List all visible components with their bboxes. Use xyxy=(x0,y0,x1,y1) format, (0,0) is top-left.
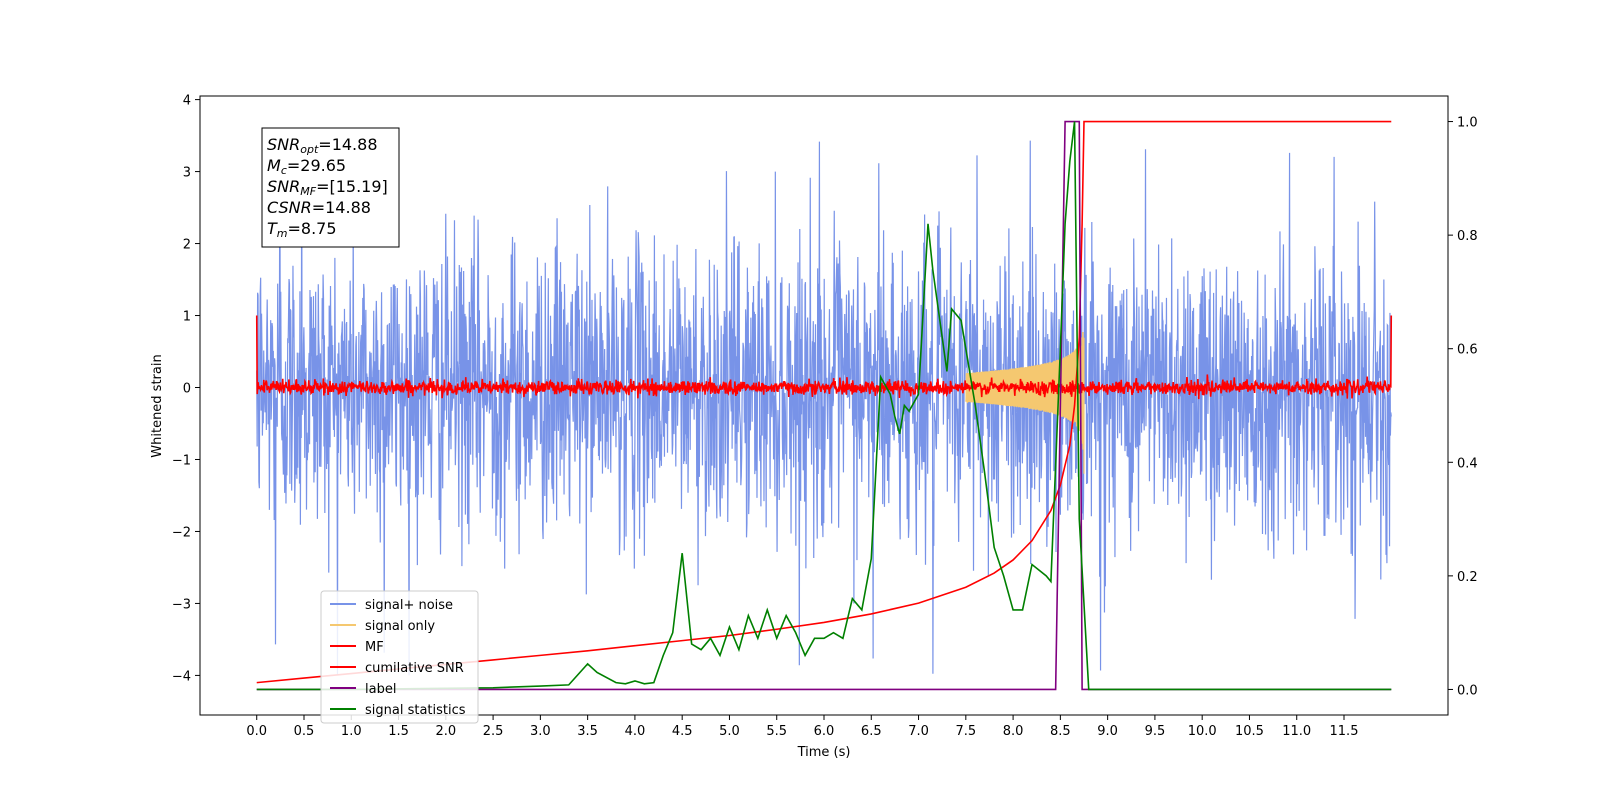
annotation-line: SNRopt=14.88 xyxy=(267,135,378,156)
y-tick-label: 3 xyxy=(183,166,191,181)
legend-item: MF xyxy=(330,640,384,655)
y-tick-label: −4 xyxy=(172,669,191,684)
annotation-line: CSNR=14.88 xyxy=(267,198,371,217)
x-tick-label: 3.5 xyxy=(577,724,598,739)
legend-label: MF xyxy=(365,640,384,655)
legend-item: signal only xyxy=(330,619,435,634)
y2-tick-label: 1.0 xyxy=(1457,116,1478,131)
y2-tick-label: 0.2 xyxy=(1457,570,1478,585)
annotation-line: SNRMF=[15.19] xyxy=(267,177,388,198)
x-tick-label: 5.0 xyxy=(719,724,740,739)
y-tick-label: 4 xyxy=(183,94,191,109)
y-tick-label: −2 xyxy=(172,525,191,540)
x-tick-label: 2.0 xyxy=(435,724,456,739)
x-tick-label: 9.0 xyxy=(1097,724,1118,739)
y-tick-label: −1 xyxy=(172,453,191,468)
legend-label: label xyxy=(365,682,396,697)
x-tick-label: 6.5 xyxy=(861,724,882,739)
legend-label: cumilative SNR xyxy=(365,661,464,676)
legend-label: signal statistics xyxy=(365,703,466,718)
annotation-line: Mc=29.65 xyxy=(267,156,346,177)
x-tick-label: 6.0 xyxy=(814,724,835,739)
x-tick-label: 7.5 xyxy=(955,724,976,739)
annotation-box: SNRopt=14.88Mc=29.65SNRMF=[15.19]CSNR=14… xyxy=(261,127,400,248)
y-tick-label: 2 xyxy=(183,238,191,253)
series-2-line xyxy=(255,315,1393,400)
annotation-line: Tm=8.75 xyxy=(267,219,337,240)
x-tick-label: 4.5 xyxy=(672,724,693,739)
x-axis-label: Time (s) xyxy=(797,745,851,760)
y2-tick-label: 0.6 xyxy=(1457,343,1478,358)
x-tick-label: 8.0 xyxy=(1003,724,1024,739)
x-tick-label: 0.5 xyxy=(294,724,315,739)
x-tick-label: 1.5 xyxy=(388,724,409,739)
x-tick-label: 1.0 xyxy=(341,724,362,739)
legend-frame xyxy=(320,590,479,724)
legend-item: signal statistics xyxy=(330,703,466,718)
x-tick-label: 11.5 xyxy=(1330,724,1359,739)
x-tick-label: 10.5 xyxy=(1235,724,1264,739)
series-0-line xyxy=(256,128,1392,676)
y2-tick-label: 0.8 xyxy=(1457,229,1478,244)
x-tick-label: 3.0 xyxy=(530,724,551,739)
annotation-frame xyxy=(261,127,400,248)
y-tick-label: 1 xyxy=(183,310,191,325)
legend-item: label xyxy=(330,682,396,697)
legend-label: signal+ noise xyxy=(365,598,453,613)
x-tick-label: 2.5 xyxy=(483,724,504,739)
x-tick-label: 9.5 xyxy=(1145,724,1166,739)
x-tick-label: 8.5 xyxy=(1050,724,1071,739)
legend: signal+ noise signal only MF cumilative SNR… xyxy=(320,590,479,724)
series-5-line xyxy=(256,121,1392,691)
x-tick-label: 4.0 xyxy=(625,724,646,739)
x-axis: 0.0 0.5 1.0 1.5 2.0 2.5 3.0 3.5 4.0 4.5 5.0 5.5 6.0 6… xyxy=(246,715,1358,739)
legend-label: signal only xyxy=(365,619,435,634)
y2-tick-label: 0.0 xyxy=(1457,683,1478,698)
x-tick-label: 5.5 xyxy=(766,724,787,739)
x-tick-label: 7.0 xyxy=(908,724,929,739)
series-1-line xyxy=(965,332,1085,474)
y-axis-label: Whitened strain xyxy=(150,354,165,457)
y-tick-label: 0 xyxy=(183,382,191,397)
x-tick-label: 11.0 xyxy=(1282,724,1311,739)
y-tick-label: −3 xyxy=(172,597,191,612)
y-axis-left: 4 3 2 1 0 −1 −2 −3 −4 xyxy=(172,94,200,684)
x-tick-label: 0.0 xyxy=(246,724,267,739)
legend-item: signal+ noise xyxy=(330,598,453,613)
legend-item: cumilative SNR xyxy=(330,661,464,676)
x-tick-label: 10.0 xyxy=(1188,724,1217,739)
y2-tick-label: 0.4 xyxy=(1457,456,1478,471)
y-axis-right: 1.0 0.8 0.6 0.4 0.2 0.0 xyxy=(1448,116,1478,698)
